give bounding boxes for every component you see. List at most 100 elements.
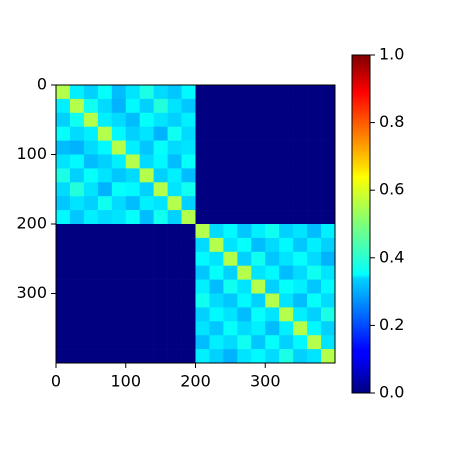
heatmap-cell bbox=[237, 265, 252, 280]
heatmap-cell bbox=[223, 168, 238, 183]
heatmap-cell bbox=[83, 112, 99, 127]
heatmap-cell bbox=[83, 168, 99, 183]
heatmap-cell bbox=[209, 321, 224, 336]
heatmap-cell bbox=[181, 210, 196, 225]
heatmap-cell bbox=[307, 251, 322, 266]
heatmap-cell bbox=[111, 265, 127, 280]
heatmap-cell bbox=[223, 237, 238, 253]
heatmap-cell bbox=[251, 349, 266, 364]
heatmap-cell bbox=[293, 85, 308, 100]
heatmap-cell bbox=[265, 335, 280, 350]
heatmap-cell bbox=[111, 140, 127, 155]
heatmap-cell bbox=[181, 293, 196, 308]
heatmap-cell bbox=[125, 182, 140, 197]
heatmap-cell bbox=[251, 224, 266, 239]
heatmap-cell bbox=[56, 85, 71, 100]
heatmap-cell bbox=[111, 112, 127, 127]
heatmap-cell bbox=[125, 237, 140, 253]
heatmap-cell bbox=[83, 251, 99, 266]
heatmap-cell bbox=[69, 140, 85, 155]
heatmap-cell bbox=[125, 85, 140, 100]
heatmap-cell bbox=[265, 168, 280, 183]
heatmap-cell bbox=[209, 279, 224, 294]
heatmap-cell bbox=[293, 265, 308, 280]
heatmap-cell bbox=[181, 307, 196, 322]
heatmap-cell bbox=[279, 251, 294, 266]
heatmap-cell bbox=[321, 279, 336, 294]
heatmap-cell bbox=[195, 237, 210, 253]
heatmap-cell bbox=[83, 293, 99, 308]
heatmap-cell bbox=[153, 279, 168, 294]
heatmap-cell bbox=[293, 279, 308, 294]
heatmap-cell bbox=[251, 168, 266, 183]
heatmap-cell bbox=[279, 224, 294, 239]
heatmap-cell bbox=[251, 321, 266, 336]
heatmap-cell bbox=[181, 168, 196, 183]
heatmap-cell bbox=[279, 237, 294, 253]
heatmap-cell bbox=[237, 112, 252, 127]
heatmap-cell bbox=[97, 349, 113, 364]
heatmap-cell bbox=[237, 182, 252, 197]
heatmap-cell bbox=[111, 321, 127, 336]
heatmap-cell bbox=[181, 279, 196, 294]
heatmap-cell bbox=[56, 293, 71, 308]
heatmap-cell bbox=[279, 210, 294, 225]
heatmap-cell bbox=[97, 126, 113, 141]
heatmap-cell bbox=[321, 293, 336, 308]
heatmap-cell bbox=[97, 251, 113, 266]
heatmap-cell bbox=[125, 224, 140, 239]
heatmap-cell bbox=[153, 335, 168, 350]
heatmap-cell bbox=[125, 196, 140, 211]
heatmap-cell bbox=[153, 98, 168, 114]
heatmap-cell bbox=[195, 210, 210, 225]
heatmap-cell bbox=[237, 140, 252, 155]
heatmap-cell bbox=[195, 98, 210, 114]
heatmap-cell bbox=[181, 126, 196, 141]
heatmap-cell bbox=[265, 98, 280, 114]
heatmap-cell bbox=[97, 196, 113, 211]
heatmap-cell bbox=[69, 349, 85, 364]
heatmap-cell bbox=[279, 168, 294, 183]
heatmap-cell bbox=[153, 224, 168, 239]
heatmap-cell bbox=[195, 168, 210, 183]
heatmap-cell bbox=[293, 112, 308, 127]
heatmap-cell bbox=[223, 126, 238, 141]
y-tick-label: 100 bbox=[16, 144, 47, 163]
heatmap-cell bbox=[209, 237, 224, 253]
heatmap-cell bbox=[307, 112, 322, 127]
heatmap-cell bbox=[111, 251, 127, 266]
heatmap-cell bbox=[251, 112, 266, 127]
heatmap-cell bbox=[251, 335, 266, 350]
heatmap-cell bbox=[111, 335, 127, 350]
heatmap-cell bbox=[237, 307, 252, 322]
heatmap-cell bbox=[139, 196, 154, 211]
heatmap-cell bbox=[167, 210, 182, 225]
heatmap-cell bbox=[223, 279, 238, 294]
heatmap-cell bbox=[167, 126, 182, 141]
heatmap-cell bbox=[237, 126, 252, 141]
heatmap-cell bbox=[321, 182, 336, 197]
heatmap-cell bbox=[69, 293, 85, 308]
heatmap-cell bbox=[97, 293, 113, 308]
heatmap-cell bbox=[139, 98, 154, 114]
heatmap-cell bbox=[195, 112, 210, 127]
heatmap-cell bbox=[265, 349, 280, 364]
heatmap-cell bbox=[56, 224, 71, 239]
heatmap-cell bbox=[83, 85, 99, 100]
heatmap-cell bbox=[83, 279, 99, 294]
heatmap-cell bbox=[265, 237, 280, 253]
heatmap-cell bbox=[251, 307, 266, 322]
heatmap-cell bbox=[181, 349, 196, 364]
heatmap-cell bbox=[251, 237, 266, 253]
x-tick-label: 300 bbox=[250, 372, 281, 391]
heatmap-cell bbox=[321, 98, 336, 114]
heatmap-cell bbox=[97, 182, 113, 197]
heatmap-cell bbox=[293, 154, 308, 169]
heatmap-cell bbox=[223, 321, 238, 336]
heatmap-cell bbox=[237, 237, 252, 253]
heatmap-cell bbox=[167, 307, 182, 322]
heatmap-cell bbox=[209, 335, 224, 350]
heatmap-cell bbox=[139, 251, 154, 266]
heatmap-cell bbox=[181, 237, 196, 253]
heatmap-cell bbox=[251, 154, 266, 169]
